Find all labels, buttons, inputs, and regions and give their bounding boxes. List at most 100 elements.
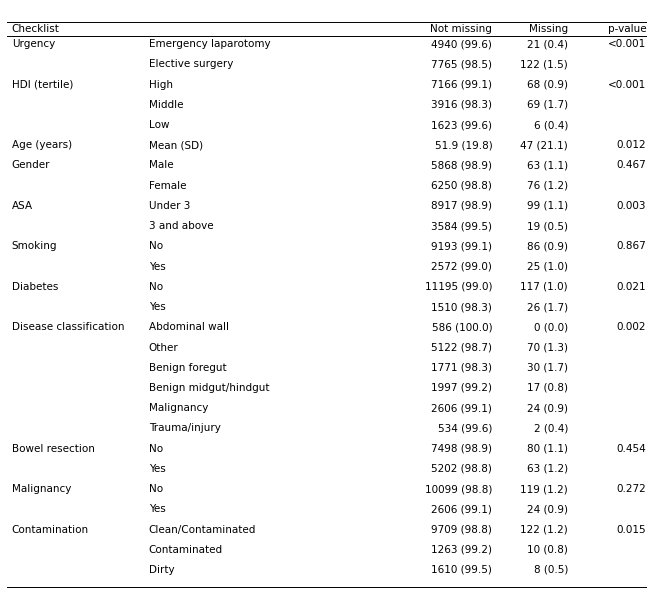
Text: High: High bbox=[149, 80, 173, 90]
Text: 0.003: 0.003 bbox=[617, 201, 646, 211]
Text: Urgency: Urgency bbox=[12, 39, 55, 49]
Text: Malignancy: Malignancy bbox=[12, 484, 71, 494]
Text: Not missing: Not missing bbox=[430, 24, 492, 33]
Text: 3 and above: 3 and above bbox=[149, 221, 213, 231]
Text: 122 (1.2): 122 (1.2) bbox=[520, 524, 568, 535]
Text: Emergency laparotomy: Emergency laparotomy bbox=[149, 39, 271, 49]
Text: HDI (tertile): HDI (tertile) bbox=[12, 80, 73, 90]
Text: <0.001: <0.001 bbox=[608, 39, 646, 49]
Text: 9709 (98.8): 9709 (98.8) bbox=[432, 524, 492, 535]
Text: Mean (SD): Mean (SD) bbox=[149, 140, 203, 151]
Text: Abdominal wall: Abdominal wall bbox=[149, 322, 229, 332]
Text: Contaminated: Contaminated bbox=[149, 544, 223, 555]
Text: 86 (0.9): 86 (0.9) bbox=[527, 242, 568, 251]
Text: Clean/Contaminated: Clean/Contaminated bbox=[149, 524, 256, 535]
Text: Low: Low bbox=[149, 120, 169, 130]
Text: Under 3: Under 3 bbox=[149, 201, 190, 211]
Text: 2606 (99.1): 2606 (99.1) bbox=[432, 504, 492, 514]
Text: 122 (1.5): 122 (1.5) bbox=[520, 59, 568, 69]
Text: 51.9 (19.8): 51.9 (19.8) bbox=[435, 140, 492, 151]
Text: 5868 (98.9): 5868 (98.9) bbox=[432, 160, 492, 171]
Text: 24 (0.9): 24 (0.9) bbox=[527, 504, 568, 514]
Text: 24 (0.9): 24 (0.9) bbox=[527, 403, 568, 413]
Text: 19 (0.5): 19 (0.5) bbox=[527, 221, 568, 231]
Text: 5202 (98.8): 5202 (98.8) bbox=[432, 464, 492, 474]
Text: 117 (1.0): 117 (1.0) bbox=[521, 282, 568, 292]
Text: 3916 (98.3): 3916 (98.3) bbox=[432, 100, 492, 110]
Text: Benign foregut: Benign foregut bbox=[149, 363, 226, 373]
Text: 4940 (99.6): 4940 (99.6) bbox=[432, 39, 492, 49]
Text: 76 (1.2): 76 (1.2) bbox=[527, 181, 568, 191]
Text: 26 (1.7): 26 (1.7) bbox=[527, 302, 568, 312]
Text: Contamination: Contamination bbox=[12, 524, 89, 535]
Text: 1510 (98.3): 1510 (98.3) bbox=[432, 302, 492, 312]
Text: Trauma/injury: Trauma/injury bbox=[149, 424, 220, 433]
Text: 7765 (98.5): 7765 (98.5) bbox=[432, 59, 492, 69]
Text: 8917 (98.9): 8917 (98.9) bbox=[432, 201, 492, 211]
Text: 1997 (99.2): 1997 (99.2) bbox=[432, 383, 492, 393]
Text: No: No bbox=[149, 484, 163, 494]
Text: 0.867: 0.867 bbox=[617, 242, 646, 251]
Text: 0.015: 0.015 bbox=[617, 524, 646, 535]
Text: No: No bbox=[149, 444, 163, 453]
Text: 0.002: 0.002 bbox=[617, 322, 646, 332]
Text: 69 (1.7): 69 (1.7) bbox=[527, 100, 568, 110]
Text: No: No bbox=[149, 282, 163, 292]
Text: 3584 (99.5): 3584 (99.5) bbox=[432, 221, 492, 231]
Text: 1610 (99.5): 1610 (99.5) bbox=[432, 565, 492, 575]
Text: 0.467: 0.467 bbox=[617, 160, 646, 171]
Text: 0 (0.0): 0 (0.0) bbox=[534, 322, 568, 332]
Text: 17 (0.8): 17 (0.8) bbox=[527, 383, 568, 393]
Text: 6250 (98.8): 6250 (98.8) bbox=[432, 181, 492, 191]
Text: Missing: Missing bbox=[529, 24, 568, 33]
Text: Male: Male bbox=[149, 160, 173, 171]
Text: 1263 (99.2): 1263 (99.2) bbox=[432, 544, 492, 555]
Text: 63 (1.1): 63 (1.1) bbox=[527, 160, 568, 171]
Text: 1771 (98.3): 1771 (98.3) bbox=[432, 363, 492, 373]
Text: Yes: Yes bbox=[149, 262, 165, 271]
Text: Benign midgut/hindgut: Benign midgut/hindgut bbox=[149, 383, 269, 393]
Text: Smoking: Smoking bbox=[12, 242, 57, 251]
Text: 10099 (98.8): 10099 (98.8) bbox=[425, 484, 492, 494]
Text: 11195 (99.0): 11195 (99.0) bbox=[425, 282, 492, 292]
Text: 80 (1.1): 80 (1.1) bbox=[527, 444, 568, 453]
Text: 1623 (99.6): 1623 (99.6) bbox=[432, 120, 492, 130]
Text: 0.272: 0.272 bbox=[617, 484, 646, 494]
Text: 47 (21.1): 47 (21.1) bbox=[520, 140, 568, 151]
Text: 0.021: 0.021 bbox=[617, 282, 646, 292]
Text: Yes: Yes bbox=[149, 504, 165, 514]
Text: 30 (1.7): 30 (1.7) bbox=[527, 363, 568, 373]
Text: No: No bbox=[149, 242, 163, 251]
Text: 8 (0.5): 8 (0.5) bbox=[534, 565, 568, 575]
Text: Yes: Yes bbox=[149, 302, 165, 312]
Text: 2606 (99.1): 2606 (99.1) bbox=[432, 403, 492, 413]
Text: 7166 (99.1): 7166 (99.1) bbox=[432, 80, 492, 90]
Text: Elective surgery: Elective surgery bbox=[149, 59, 233, 69]
Text: Dirty: Dirty bbox=[149, 565, 175, 575]
Text: 7498 (98.9): 7498 (98.9) bbox=[432, 444, 492, 453]
Text: 9193 (99.1): 9193 (99.1) bbox=[432, 242, 492, 251]
Text: ASA: ASA bbox=[12, 201, 33, 211]
Text: 0.012: 0.012 bbox=[617, 140, 646, 151]
Text: 586 (100.0): 586 (100.0) bbox=[432, 322, 492, 332]
Text: 0.454: 0.454 bbox=[617, 444, 646, 453]
Text: 70 (1.3): 70 (1.3) bbox=[527, 342, 568, 353]
Text: 6 (0.4): 6 (0.4) bbox=[534, 120, 568, 130]
Text: 5122 (98.7): 5122 (98.7) bbox=[432, 342, 492, 353]
Text: Other: Other bbox=[149, 342, 179, 353]
Text: 99 (1.1): 99 (1.1) bbox=[527, 201, 568, 211]
Text: Age (years): Age (years) bbox=[12, 140, 72, 151]
Text: Checklist: Checklist bbox=[12, 24, 60, 33]
Text: 21 (0.4): 21 (0.4) bbox=[527, 39, 568, 49]
Text: Malignancy: Malignancy bbox=[149, 403, 208, 413]
Text: 119 (1.2): 119 (1.2) bbox=[520, 484, 568, 494]
Text: Diabetes: Diabetes bbox=[12, 282, 58, 292]
Text: 10 (0.8): 10 (0.8) bbox=[527, 544, 568, 555]
Text: <0.001: <0.001 bbox=[608, 80, 646, 90]
Text: Gender: Gender bbox=[12, 160, 50, 171]
Text: 25 (1.0): 25 (1.0) bbox=[527, 262, 568, 271]
Text: Disease classification: Disease classification bbox=[12, 322, 124, 332]
Text: 534 (99.6): 534 (99.6) bbox=[438, 424, 492, 433]
Text: p-value: p-value bbox=[608, 24, 646, 33]
Text: 2572 (99.0): 2572 (99.0) bbox=[432, 262, 492, 271]
